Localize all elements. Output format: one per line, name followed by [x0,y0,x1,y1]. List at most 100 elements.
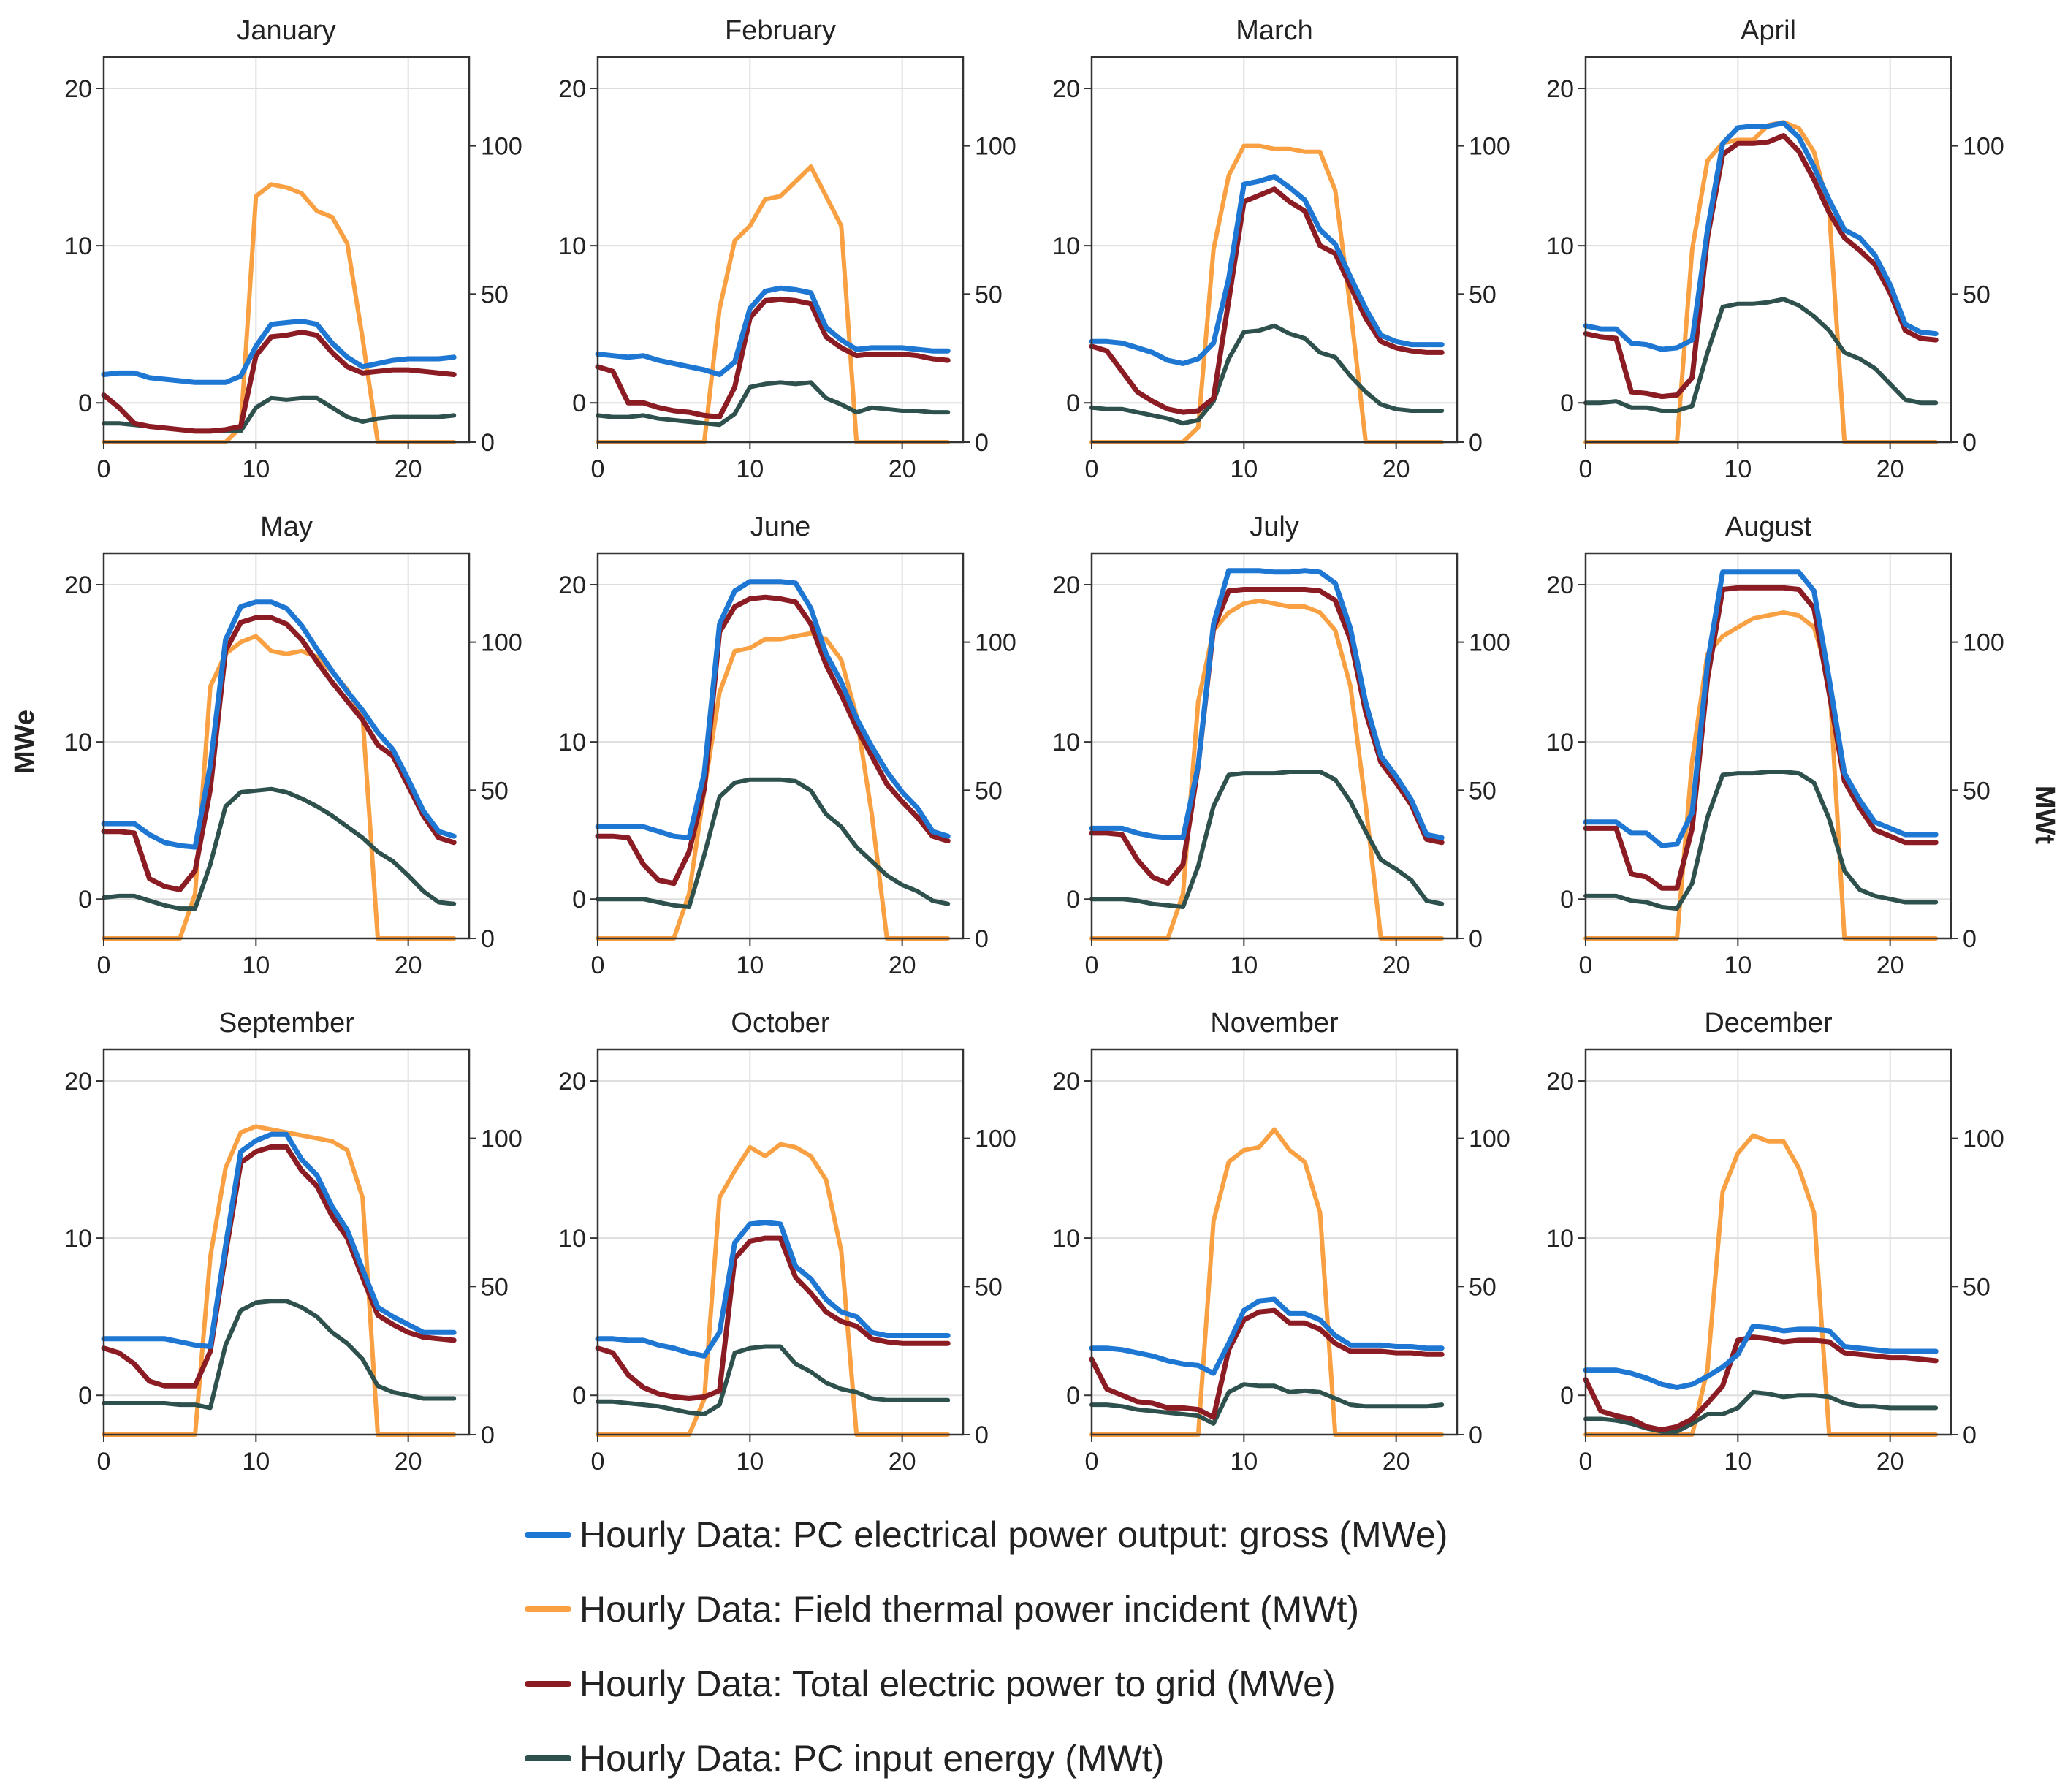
grid-power-line [1583,1334,1939,1432]
grid-power-line [1089,1307,1445,1420]
y-right-tick-label: 50 [1963,281,1990,308]
y-right-tick-label: 100 [1469,629,1510,657]
panel-june: 0 10 20 0 10 20 0 50 100 June [558,512,1016,979]
y-right-tick-label: 100 [481,629,522,657]
y-right-tick-label: 100 [481,133,522,161]
y-left-tick-label: 20 [64,572,92,599]
input-energy-line [596,1344,951,1416]
x-tick-label: 0 [591,952,605,979]
y-right-tick-label: 50 [481,1273,509,1301]
x-tick-label: 0 [1579,455,1593,483]
x-tick-label: 20 [395,455,422,483]
y-left-tick-label: 0 [1066,1382,1080,1410]
gross-output-line [101,1131,457,1349]
input-energy-line [596,777,951,909]
grid-power-line [1583,133,1939,400]
x-tick-label: 20 [889,1448,916,1476]
plot-frame [596,56,965,444]
x-tick-label: 10 [1230,1448,1258,1476]
y-right-tick-label: 100 [1963,629,2004,657]
grid-power-line [101,615,457,892]
y-left-tick-label: 0 [78,1382,92,1410]
panel-february: 0 10 20 0 10 20 0 50 100 February [558,15,1016,483]
input-energy-line [1583,770,1939,911]
y-left-tick-label: 10 [64,1225,92,1253]
x-tick-label: 0 [1085,952,1099,979]
plot-area [104,57,469,442]
plot-area [1092,553,1457,938]
x-tick-label: 10 [736,1448,764,1476]
y-right-tick-label: 50 [481,777,509,805]
y-left-tick-label: 10 [558,1225,586,1253]
y-right-tick-label: 0 [481,429,495,457]
plot-area [1092,1049,1457,1435]
input-energy-line [1089,1382,1445,1426]
plot-area [598,553,963,938]
gross-output-line [1089,174,1445,366]
y-right-tick-label: 0 [1469,429,1483,457]
y-left-tick-label: 10 [1052,1225,1080,1253]
y-right-tick-label: 100 [1963,1125,2004,1153]
input-energy-line [102,1299,457,1411]
grid-power-line [101,329,457,434]
panel-april: 0 10 20 0 10 20 0 50 100 April [1546,15,2004,483]
y-left-tick-label: 10 [1546,729,1574,756]
x-tick-label: 10 [736,952,764,979]
y-left-tick-label: 20 [1052,75,1080,103]
y-right-tick-label: 50 [481,281,509,308]
x-tick-label: 0 [591,1448,605,1476]
y-right-axis-label: MWt [2029,786,2060,845]
gross-output-line [595,285,951,377]
panel-october: 0 10 20 0 10 20 0 50 100 October [558,1008,1016,1476]
y-left-axis-label: MWe [9,710,40,774]
input-energy-line [1583,297,1939,413]
input-energy-line [1089,323,1445,426]
legend-entry: Hourly Data: Total electric power to gri… [579,1663,1336,1704]
y-right-tick-label: 0 [1963,1421,1977,1449]
gross-output-line [101,318,457,385]
y-right-tick-label: 50 [1963,1273,1990,1301]
y-left-tick-label: 20 [1546,1068,1574,1096]
plot-frame [1584,56,1952,444]
x-tick-label: 10 [242,952,270,979]
y-left-tick-label: 10 [64,232,92,260]
plot-frame [102,552,471,940]
x-tick-label: 20 [889,455,916,483]
x-tick-label: 10 [1230,952,1258,979]
y-left-tick-label: 0 [1560,886,1574,914]
y-right-tick-label: 0 [975,1421,989,1449]
legend-entry: Hourly Data: PC electrical power output:… [579,1514,1448,1555]
plot-area [1586,553,1951,938]
panel-august: 0 10 20 0 10 20 0 50 100 August [1546,512,2004,979]
x-tick-label: 20 [1876,455,1904,483]
y-left-tick-label: 0 [572,1382,586,1410]
panel-title: February [725,15,836,46]
panel-title: December [1704,1008,1833,1039]
x-tick-label: 0 [1579,952,1593,979]
y-right-tick-label: 100 [975,1125,1016,1153]
x-tick-label: 0 [1579,1448,1593,1476]
plot-area [1586,57,1951,442]
panel-september: 0 10 20 0 10 20 0 50 100 September [64,1008,522,1476]
y-right-tick-label: 50 [975,777,1003,805]
y-left-tick-label: 20 [1052,1068,1080,1096]
panel-title: September [218,1008,354,1039]
panel-january: 0 10 20 0 10 20 0 50 100 January [64,15,522,483]
panel-title: April [1741,15,1796,46]
grid-power-line [1089,587,1445,886]
y-right-tick-label: 100 [975,133,1016,161]
legend: Hourly Data: PC electrical power output:… [525,1514,1448,1779]
input-energy-line [1089,770,1445,909]
y-left-tick-label: 0 [1066,886,1080,914]
plot-frame [1090,1048,1459,1436]
x-tick-label: 20 [1383,455,1410,483]
plot-frame [102,56,471,444]
y-left-tick-label: 0 [1560,1382,1574,1410]
y-right-tick-label: 50 [1469,777,1497,805]
plot-frame [1584,552,1952,940]
plot-area [104,1049,469,1435]
y-left-tick-label: 20 [558,75,586,103]
grid-power-line [1089,186,1445,415]
plot-area [1092,57,1457,442]
